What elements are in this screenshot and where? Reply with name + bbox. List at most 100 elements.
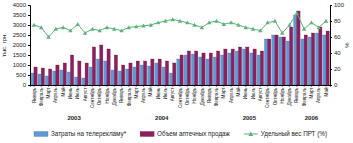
tick-label: Декабрь <box>112 87 117 106</box>
tick-mark <box>209 85 210 87</box>
tick-label: 80 <box>334 18 341 24</box>
bar <box>92 47 95 85</box>
bar <box>191 54 194 85</box>
bar <box>206 59 209 85</box>
bar <box>89 67 92 85</box>
tick-mark <box>330 37 332 38</box>
tick-mark <box>121 85 122 87</box>
tick: Июль <box>75 85 80 99</box>
marker <box>265 20 269 24</box>
marker <box>112 27 116 31</box>
tick-mark <box>267 85 268 87</box>
tick-label: Июнь <box>156 87 161 99</box>
tick: Сентябрь <box>90 85 95 108</box>
tick-mark <box>55 85 56 87</box>
tick-mark <box>330 53 332 54</box>
tick-label: 40 <box>334 50 341 56</box>
tick: 2500 <box>13 32 30 38</box>
bar-series <box>34 11 329 85</box>
tick: Сентябрь <box>178 85 183 108</box>
bar <box>268 39 271 85</box>
bar <box>319 27 322 85</box>
legend-swatch <box>140 132 154 137</box>
bar <box>148 66 151 85</box>
tick-label: Апрель <box>316 87 321 103</box>
marker <box>68 28 72 32</box>
tick-mark <box>238 85 239 87</box>
tick: Январь <box>207 85 212 103</box>
bar <box>221 55 224 85</box>
bar <box>96 59 99 85</box>
marker <box>46 35 50 39</box>
tick-mark <box>28 85 30 86</box>
y-axis: 05001000150020002500300035004000 <box>13 2 31 88</box>
legend-marker <box>248 132 253 136</box>
marker <box>287 23 291 27</box>
marker <box>229 20 233 24</box>
x-axis: ЯнварьФевральМартАпрельМайИюньИюльАвгуст… <box>31 85 331 108</box>
tick: Март <box>46 85 51 99</box>
marker <box>309 20 313 24</box>
bar <box>49 69 52 85</box>
tick-mark <box>28 15 30 16</box>
bar <box>301 39 304 85</box>
tick-mark <box>28 75 30 76</box>
tick-mark <box>63 85 64 87</box>
marker <box>39 25 43 29</box>
tick: Апрель <box>229 85 234 103</box>
tick: Апрель <box>53 85 58 103</box>
tick: Август <box>83 85 88 101</box>
bar <box>257 55 260 85</box>
tick-label: 3500 <box>13 12 27 18</box>
bar <box>326 31 329 85</box>
tick: Март <box>221 85 226 99</box>
year-label: 2004 <box>155 115 169 121</box>
tick-mark <box>165 85 166 87</box>
tick-label: 60 <box>334 34 341 40</box>
tick: Январь <box>32 85 37 103</box>
y2-axis: 020406080100 <box>330 2 345 88</box>
bar <box>136 61 139 85</box>
marker <box>214 19 218 23</box>
tick-label: 2500 <box>13 32 27 38</box>
tick-label: 100 <box>334 2 345 8</box>
bar <box>82 78 85 85</box>
bar <box>133 67 136 85</box>
bar <box>70 55 73 85</box>
bar <box>114 55 117 85</box>
tick: 20 <box>330 66 341 72</box>
year-label: 2003 <box>67 115 81 121</box>
year-label: 2005 <box>243 115 257 121</box>
marker <box>185 20 189 24</box>
legend-label: Затраты на телерекламу* <box>51 130 127 138</box>
marker <box>97 28 101 32</box>
tick: Август <box>170 85 175 101</box>
tick-label: Январь <box>32 87 37 103</box>
bar <box>155 63 158 85</box>
bar <box>308 37 311 85</box>
tick-mark <box>106 85 107 87</box>
tick-label: 20 <box>334 66 341 72</box>
tick-mark <box>114 85 115 87</box>
tick: Май <box>60 85 66 97</box>
tick-label: Апрель <box>229 87 234 103</box>
tick-mark <box>28 35 30 36</box>
marker <box>258 28 262 32</box>
tick: Июнь <box>68 85 73 99</box>
tick: Сентябрь <box>265 85 270 108</box>
tick-label: 500 <box>16 72 27 78</box>
tick-label: Декабрь <box>287 87 292 106</box>
tick-mark <box>28 5 30 6</box>
tick: 3500 <box>13 12 30 18</box>
tick: Ноябрь <box>105 85 110 103</box>
tick: 0 <box>23 82 30 88</box>
tick-mark <box>318 85 319 87</box>
tick-mark <box>70 85 71 87</box>
marker <box>134 24 138 28</box>
tick-label: Февраль <box>214 87 219 106</box>
tick-mark <box>172 85 173 87</box>
tick: 100 <box>330 2 345 8</box>
tick-label: 2000 <box>13 42 27 48</box>
legend-label: Удельный вес ПРТ (%) <box>261 130 327 138</box>
tick: Март <box>134 85 139 99</box>
